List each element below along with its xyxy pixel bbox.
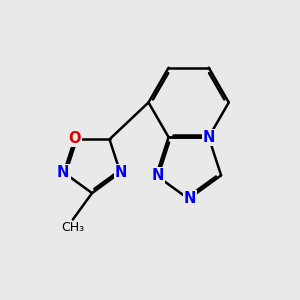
- Text: N: N: [184, 191, 196, 206]
- Text: CH₃: CH₃: [61, 221, 84, 234]
- Text: N: N: [203, 130, 215, 145]
- Text: O: O: [68, 131, 81, 146]
- Text: N: N: [115, 165, 127, 180]
- Text: N: N: [152, 168, 164, 183]
- Text: N: N: [57, 165, 69, 180]
